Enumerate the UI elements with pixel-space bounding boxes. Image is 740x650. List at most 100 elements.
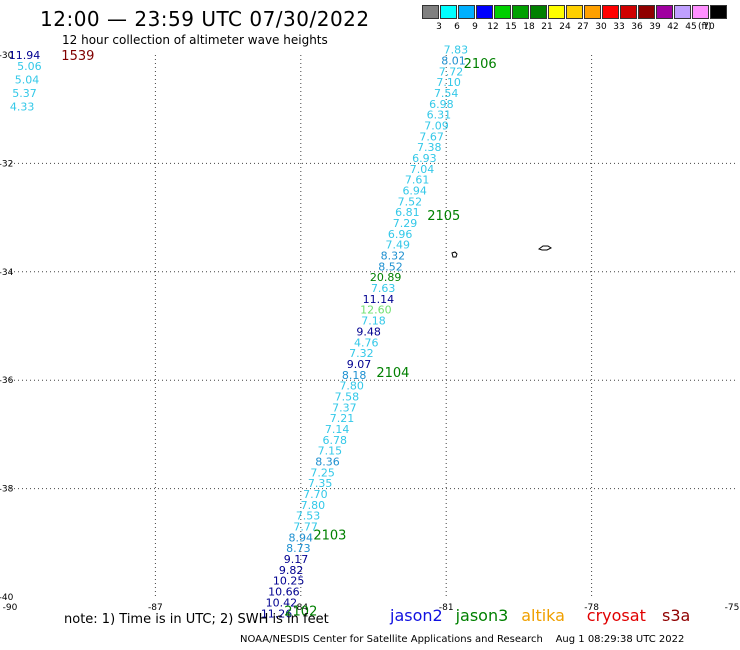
wave-height-value: 6.96 [388, 228, 413, 241]
wave-height-value: 6.78 [322, 434, 347, 447]
legend-label: 70 [703, 22, 715, 32]
legend-label: 3 [436, 22, 442, 32]
pass-time-labels: 1539 2106 2105 2104 2103 2102 [61, 49, 496, 620]
wave-height-value: 7.77 [293, 521, 318, 534]
wave-height-value: 6.98 [429, 98, 454, 111]
satellite-name-jason2: jason2 [390, 606, 443, 625]
legend-swatch [422, 5, 439, 19]
legend-swatch [494, 5, 511, 19]
satellite-name-jason3: jason3 [455, 606, 509, 625]
wave-height-value: 7.83 [444, 44, 469, 57]
axis-tick-labels: -90 -87 -84 -81 -78 -75 -30 -32 -34 -36 -38 -40 [0, 51, 739, 613]
satellite-name-altika: altika [521, 606, 565, 625]
note-text: note: 1) Time is in UTC; 2) SWH is in fe… [64, 612, 329, 627]
legend-swatch [602, 5, 619, 19]
legend-label: 27 [577, 22, 589, 32]
lat-tick-label: -36 [0, 376, 14, 386]
legend-swatch [512, 5, 529, 19]
wave-height-value: 6.31 [427, 109, 452, 122]
wave-height-value: 7.53 [296, 510, 321, 523]
wave-height-value: 8.18 [342, 369, 367, 382]
legend-swatch [566, 5, 583, 19]
wave-height-value: 5.04 [15, 73, 40, 86]
wave-height-value: 9.17 [284, 553, 309, 566]
legend-label: 30 [595, 22, 607, 32]
wave-height-value: 7.72 [439, 65, 464, 78]
lat-tick-label: -32 [0, 159, 13, 169]
legend-swatch [692, 5, 709, 19]
wave-height-value: 7.18 [361, 315, 386, 328]
legend-swatch [530, 5, 547, 19]
map-title: 12:00 — 23:59 UTC 07/30/2022 [40, 7, 370, 31]
wave-height-value: 8.32 [381, 250, 406, 263]
map-subtitle: 12 hour collection of altimeter wave hei… [62, 33, 328, 47]
wave-height-value: 8.01 [441, 54, 466, 67]
wave-height-value: 8.52 [378, 260, 403, 273]
wave-height-value: 11.14 [363, 293, 395, 306]
wave-height-value: 11.94 [9, 49, 41, 62]
wave-height-value: 6.93 [412, 152, 437, 165]
wave-height-value: 7.80 [339, 380, 364, 393]
wave-height-value: 8.36 [315, 456, 340, 469]
legend-unit: (ft) [698, 22, 712, 32]
pass-time-label: 2104 [376, 366, 409, 381]
island-outlines [451, 245, 552, 258]
footer-timestamp: Aug 1 08:29:38 UTC 2022 [555, 634, 685, 645]
legend-label: 45 [685, 22, 697, 32]
wave-height-value: 11.26 [261, 607, 293, 620]
lat-tick-label: -30 [0, 51, 14, 61]
lon-tick-label: -78 [584, 603, 599, 613]
island-outline [537, 245, 552, 251]
legend-label: 18 [523, 22, 535, 32]
wave-height-value: 7.70 [303, 488, 328, 501]
wave-height-value: 9.48 [356, 325, 381, 338]
pass-time-label: 2106 [464, 57, 497, 72]
legend-label: 12 [487, 22, 499, 32]
wave-height-value: 7.21 [330, 412, 355, 425]
wave-height-value: 20.89 [370, 271, 402, 284]
wave-height-value: 7.25 [310, 466, 335, 479]
wave-height-value: 7.15 [318, 445, 343, 458]
wave-height-value: 9.07 [347, 358, 372, 371]
island-outline [451, 251, 458, 258]
legend-swatch [458, 5, 475, 19]
wave-height-value: 7.63 [371, 282, 396, 295]
wave-height-value: 7.49 [385, 239, 410, 252]
wave-height-value: 7.67 [419, 130, 444, 143]
lon-tick-label: -75 [725, 603, 740, 613]
wave-height-track-corner: 11.945.065.045.374.33 [9, 49, 42, 113]
legend-label: 15 [505, 22, 517, 32]
pass-time-label: 2105 [427, 209, 460, 224]
footer-credit-text: NOAA/NESDIS Center for Satellite Applica… [240, 634, 543, 645]
wave-height-value: 12.60 [360, 304, 392, 317]
wave-height-value: 4.33 [10, 100, 35, 113]
wave-height-value: 7.38 [417, 141, 442, 154]
legend-label: 24 [559, 22, 571, 32]
wave-height-value: 7.52 [398, 195, 423, 208]
legend-swatch [710, 5, 727, 19]
wave-height-value: 7.80 [301, 499, 326, 512]
wave-height-value: 7.61 [405, 174, 430, 187]
wave-height-value: 4.76 [354, 336, 379, 349]
legend-label: 33 [613, 22, 625, 32]
wave-height-value: 7.29 [393, 217, 418, 230]
wave-height-value: 7.54 [434, 87, 459, 100]
legend-swatch [476, 5, 493, 19]
satellite-name-cryosat: cryosat [586, 606, 646, 625]
wave-height-value: 7.35 [308, 477, 333, 490]
lon-tick-label: -87 [148, 603, 163, 613]
wave-height-value: 7.04 [410, 163, 435, 176]
legend-label: 6 [454, 22, 460, 32]
footer-credit: NOAA/NESDIS Center for Satellite Applica… [240, 634, 684, 645]
lat-tick-label: -40 [0, 593, 14, 603]
wave-height-value: 8.94 [289, 531, 314, 544]
wave-height-value: 9.82 [279, 564, 304, 577]
wave-height-value: 7.32 [349, 347, 374, 360]
wave-height-value: 6.81 [395, 206, 420, 219]
lon-tick-label: -84 [293, 603, 308, 613]
wave-height-value: 7.14 [325, 423, 350, 436]
wave-height-value: 10.42 [266, 596, 298, 609]
legend-swatch [440, 5, 457, 19]
